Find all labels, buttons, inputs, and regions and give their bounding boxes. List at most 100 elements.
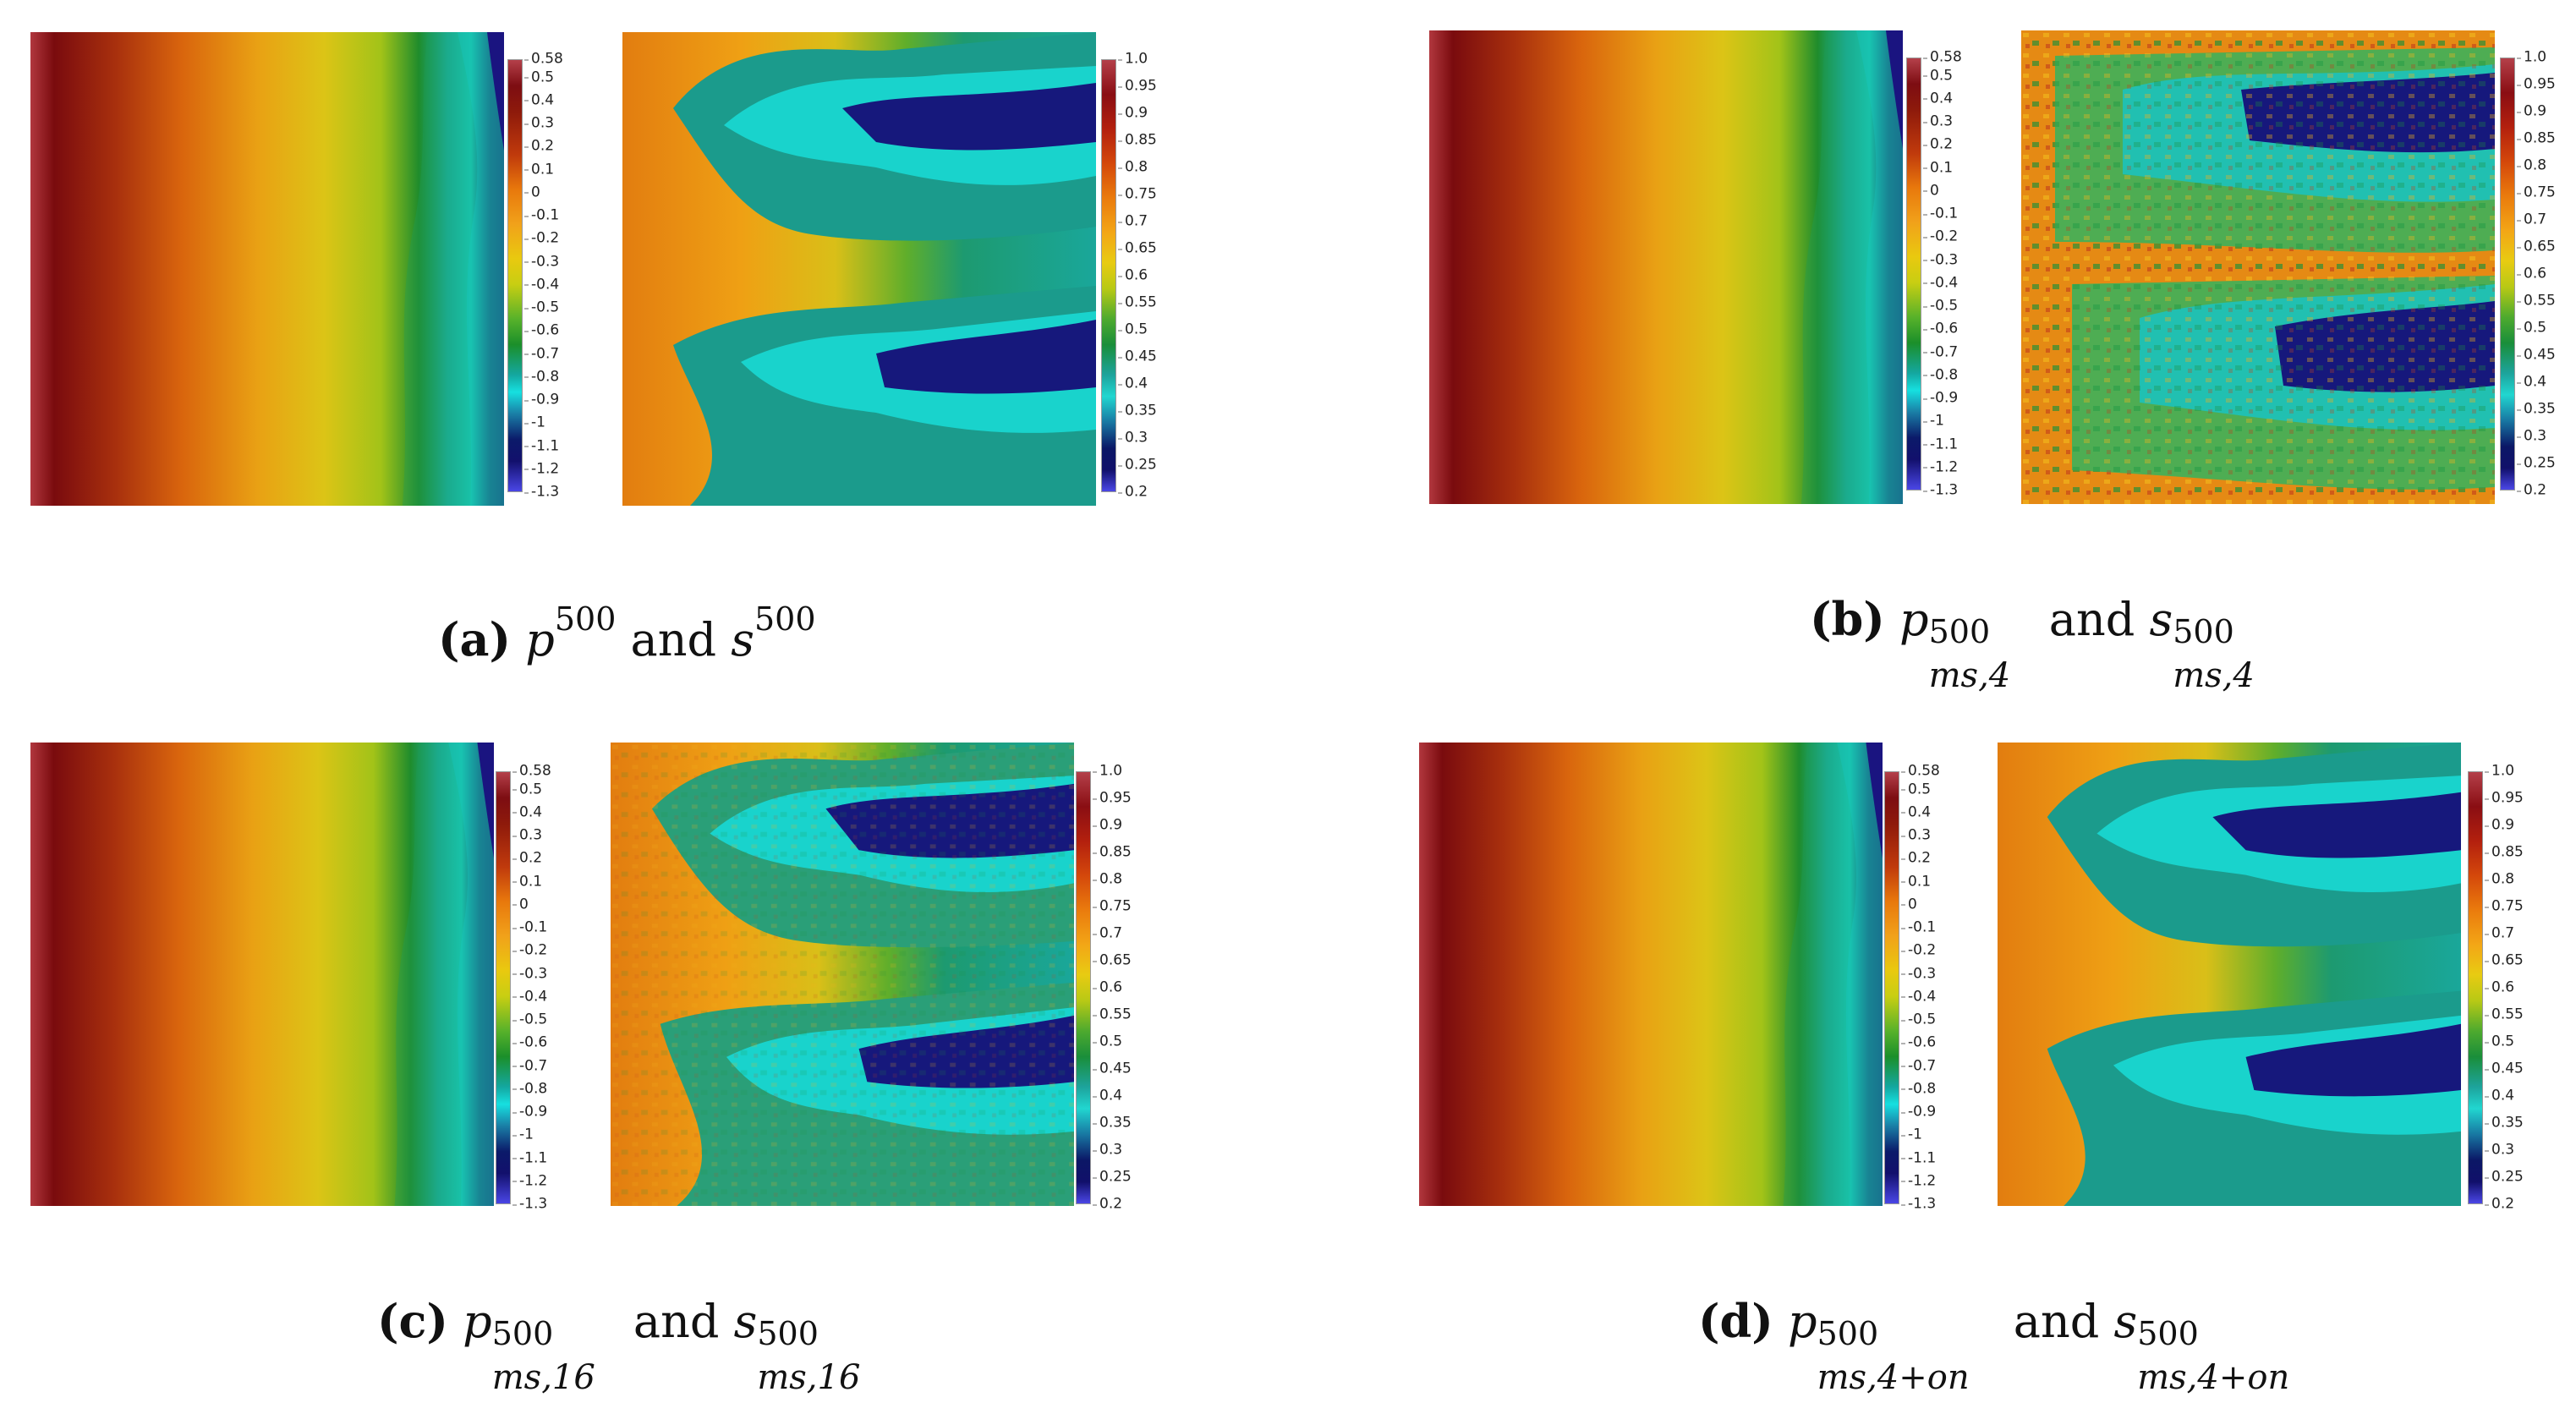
tick-label: 0.3: [2516, 427, 2547, 445]
saturation-colorbar: [1101, 59, 1116, 492]
saturation-superscript: 500: [2173, 613, 2234, 650]
tick-label: 0: [1901, 896, 1917, 913]
tick-label: 0.5: [1922, 67, 1954, 85]
tick-label: -0.6: [512, 1033, 548, 1051]
pressure-superscript: 500: [554, 600, 617, 638]
tick-label: -0.6: [523, 321, 560, 339]
tick-label: 0.8: [2516, 156, 2547, 174]
tick-label: -0.1: [1922, 205, 1959, 222]
saturation-colorbar-ticks: 1.0 0.95 0.9 0.85 0.8 0.75 0.7 0.65 0.6 …: [2484, 764, 2551, 1211]
tick-label: 0.58: [1901, 762, 1940, 780]
saturation-superscript: 500: [754, 600, 816, 638]
tick-label: 0.8: [1117, 158, 1148, 176]
tick-label: -1: [524, 414, 545, 431]
saturation-symbol: s: [2113, 1295, 2138, 1348]
tick-label: 0.7: [2516, 211, 2547, 228]
tick-label: -0.7: [523, 345, 560, 363]
tick-label: 0.95: [1118, 77, 1157, 95]
caption-and: and: [630, 613, 717, 666]
pressure-colorbar-ticks: 0.58 0.5 0.4 0.3 0.2 0.1 0 -0.1 -0.2 -0.…: [1900, 764, 1967, 1211]
tick-label: 0.35: [2485, 1114, 2524, 1132]
tick-label: 0.4: [512, 803, 543, 821]
tick-label: 0.25: [2485, 1168, 2524, 1186]
tick-label: -0.3: [512, 965, 548, 983]
tick-label: 0.75: [1118, 185, 1157, 203]
pressure-colorbar: [507, 59, 523, 492]
pressure-colorbar-ticks: 0.58 0.5 0.4 0.3 0.2 0.1 0 -0.1 -0.2 -0.…: [512, 764, 578, 1211]
tick-label: 0.95: [1093, 789, 1132, 807]
tick-label: 0.1: [1900, 873, 1932, 891]
saturation-field-graphic: [1998, 743, 2461, 1206]
tick-label: -0.6: [1922, 320, 1959, 337]
pressure-colorbar: [496, 771, 511, 1204]
tick-label: 0.3: [523, 114, 555, 132]
saturation-colorbar-ticks: 1.0 0.95 0.9 0.85 0.8 0.75 0.7 0.65 0.6 …: [2516, 50, 2576, 497]
tick-label: 0.5: [523, 69, 555, 86]
tick-label: 0.5: [2516, 319, 2547, 337]
pressure-superscript: 500: [491, 1315, 554, 1352]
saturation-symbol: s: [733, 1295, 758, 1348]
tick-label: -1.2: [512, 1172, 548, 1190]
panel-label: (b): [1810, 592, 1885, 646]
pressure-subscript: ms,4: [1928, 656, 2011, 695]
tick-label: 0.4: [1092, 1087, 1123, 1104]
tick-label: 0.25: [2517, 454, 2556, 472]
tick-label: 0.85: [2485, 843, 2524, 861]
tick-label: 0.95: [2485, 789, 2524, 807]
pressure-colorbar: [1884, 771, 1899, 1204]
saturation-colorbar: [2500, 58, 2515, 491]
tick-label: -0.4: [1922, 274, 1959, 292]
tick-label: 0.3: [2484, 1141, 2515, 1159]
tick-label: 1.0: [1117, 50, 1148, 68]
tick-label: 0.55: [2517, 292, 2556, 310]
tick-label: 0.58: [1923, 48, 1962, 66]
tick-label: 0.45: [1093, 1060, 1132, 1077]
tick-label: 0.1: [1922, 159, 1954, 177]
tick-label: 0.7: [1092, 924, 1123, 942]
caption-and: and: [633, 1295, 720, 1348]
tick-label: 0.3: [1922, 112, 1954, 130]
tick-label: 0.4: [1922, 90, 1954, 107]
saturation-field-graphic: [611, 743, 1074, 1206]
tick-label: -0.8: [1922, 366, 1959, 384]
tick-label: -0.3: [1900, 965, 1937, 983]
pressure-subscript: ms,4+on: [1817, 1358, 1970, 1397]
tick-label: 0.65: [1093, 951, 1132, 969]
panel-label: (d): [1698, 1294, 1773, 1348]
tick-label: -0.1: [523, 206, 560, 224]
pressure-colorbar-ticks: 0.58 0.5 0.4 0.3 0.2 0.1 0 -0.1 -0.2 -0.…: [1922, 50, 1989, 497]
saturation-field: [1998, 743, 2461, 1206]
pressure-colorbar: [1906, 58, 1921, 491]
tick-label: 0.1: [523, 161, 555, 178]
tick-label: -0.2: [1922, 227, 1959, 245]
tick-label: -0.1: [1900, 918, 1937, 936]
tick-label: 0.58: [524, 50, 563, 68]
tick-label: 0.6: [2516, 265, 2547, 282]
tick-label: 0.65: [1118, 239, 1157, 257]
saturation-subscript: ms,16: [757, 1358, 861, 1397]
tick-label: -0.2: [523, 229, 560, 247]
tick-label: 0.6: [2484, 978, 2515, 996]
tick-label: 0.1: [512, 873, 543, 891]
tick-label: 0.4: [2516, 373, 2547, 391]
tick-label: -1.3: [1900, 1195, 1937, 1213]
tick-label: 0.5: [1092, 1033, 1123, 1050]
tick-label: -0.4: [1900, 988, 1937, 1006]
tick-label: 0.8: [1092, 870, 1123, 888]
tick-label: -0.3: [1922, 251, 1959, 269]
saturation-symbol: s: [2149, 593, 2173, 646]
tick-label: -0.9: [1922, 389, 1959, 407]
tick-label: 0.35: [1093, 1114, 1132, 1132]
tick-label: -1.1: [512, 1149, 548, 1167]
tick-label: 0.9: [2516, 102, 2547, 120]
tick-label: 0.5: [1117, 321, 1148, 338]
tick-label: 0.3: [512, 826, 543, 844]
tick-label: 0.75: [1093, 897, 1132, 915]
tick-label: -1.1: [523, 437, 560, 455]
tick-label: -0.6: [1900, 1033, 1937, 1051]
tick-label: -0.8: [1900, 1080, 1937, 1098]
tick-label: -0.9: [523, 391, 560, 408]
tick-label: 0.4: [1900, 803, 1932, 821]
saturation-symbol: s: [731, 613, 754, 666]
tick-label: 0.55: [1093, 1006, 1132, 1023]
